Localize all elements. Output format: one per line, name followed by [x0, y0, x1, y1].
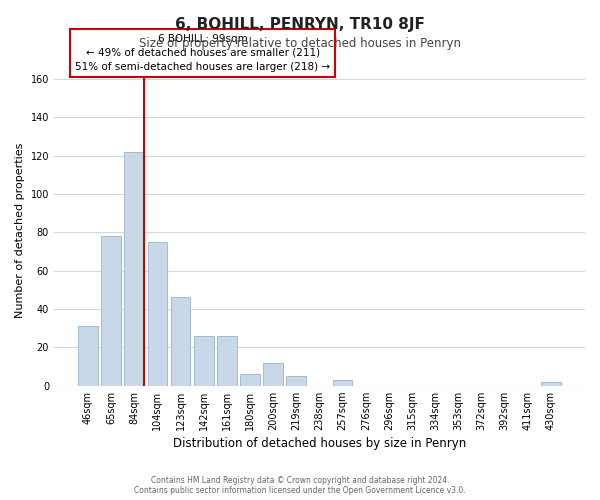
- Bar: [78, 326, 98, 386]
- Y-axis label: Number of detached properties: Number of detached properties: [15, 142, 25, 318]
- Bar: [217, 336, 236, 386]
- Bar: [333, 380, 352, 386]
- Bar: [170, 298, 190, 386]
- X-axis label: Distribution of detached houses by size in Penryn: Distribution of detached houses by size …: [173, 437, 466, 450]
- Bar: [124, 152, 144, 386]
- Bar: [286, 376, 306, 386]
- Bar: [541, 382, 561, 386]
- Text: Contains public sector information licensed under the Open Government Licence v3: Contains public sector information licen…: [134, 486, 466, 495]
- Text: 6 BOHILL: 99sqm
← 49% of detached houses are smaller (211)
51% of semi-detached : 6 BOHILL: 99sqm ← 49% of detached houses…: [75, 34, 330, 72]
- Bar: [194, 336, 214, 386]
- Text: Size of property relative to detached houses in Penryn: Size of property relative to detached ho…: [139, 38, 461, 51]
- Bar: [101, 236, 121, 386]
- Bar: [263, 362, 283, 386]
- Bar: [148, 242, 167, 386]
- Text: Contains HM Land Registry data © Crown copyright and database right 2024.: Contains HM Land Registry data © Crown c…: [151, 476, 449, 485]
- Text: 6, BOHILL, PENRYN, TR10 8JF: 6, BOHILL, PENRYN, TR10 8JF: [175, 18, 425, 32]
- Bar: [240, 374, 260, 386]
